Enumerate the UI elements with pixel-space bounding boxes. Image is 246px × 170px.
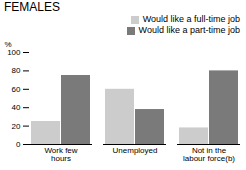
svg-text:80: 80 <box>12 66 21 75</box>
svg-text:40: 40 <box>12 103 21 112</box>
svg-text:%: % <box>5 40 12 49</box>
html-text:Would like a full-time job: Would like a full-time job <box>142 14 240 24</box>
html-text:Would like a part-time job: Would like a part-time job <box>138 25 240 35</box>
svg-text:Work fewhours: Work fewhours <box>44 146 77 163</box>
svg-text:100: 100 <box>7 48 21 57</box>
svg-text:Unemployed: Unemployed <box>113 146 158 155</box>
html-text:FEMALES: FEMALES <box>4 0 60 14</box>
svg-text:60: 60 <box>12 85 21 94</box>
svg-text:Not in thelabour force(b): Not in thelabour force(b) <box>183 146 235 163</box>
svg-text:20: 20 <box>12 122 21 131</box>
svg-text:0: 0 <box>16 140 21 149</box>
